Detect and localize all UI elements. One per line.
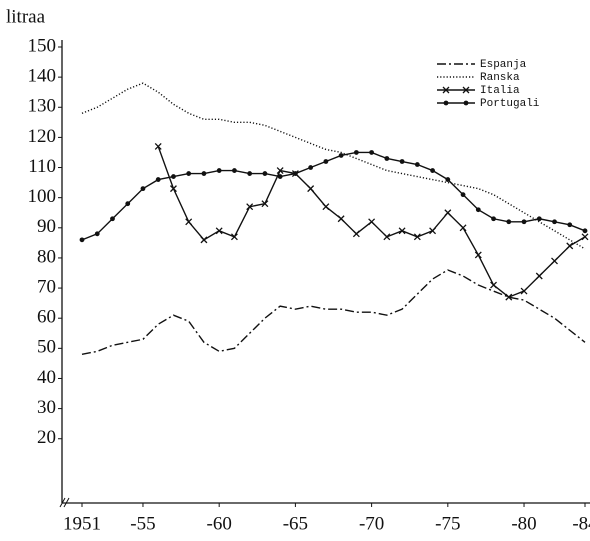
x-tick-label: -84	[572, 513, 590, 534]
point-marker	[352, 230, 360, 238]
point-marker	[94, 231, 100, 237]
point-marker	[442, 86, 450, 94]
point-marker	[155, 177, 161, 182]
point-marker	[110, 216, 115, 222]
point-marker	[322, 203, 330, 211]
x-tick-label: -65	[283, 513, 308, 534]
point-marker	[490, 281, 498, 289]
point-marker	[169, 185, 177, 193]
point-marker	[567, 222, 573, 228]
point-marker	[444, 209, 452, 217]
y-tick-label: 70	[37, 276, 56, 297]
point-marker	[338, 153, 344, 158]
y-tick-label: 50	[37, 337, 56, 358]
point-marker	[246, 203, 254, 211]
point-marker	[277, 174, 283, 179]
point-marker	[125, 201, 131, 207]
point-marker	[262, 171, 268, 176]
point-marker	[276, 167, 284, 175]
point-marker	[292, 171, 298, 176]
point-marker	[475, 207, 481, 213]
point-marker	[414, 162, 420, 167]
y-tick-label: 140	[28, 65, 57, 86]
point-marker	[582, 228, 588, 234]
point-marker	[536, 216, 542, 222]
y-tick-label: 120	[28, 126, 57, 147]
y-tick-label: 130	[28, 96, 57, 117]
point-marker	[200, 236, 208, 244]
y-tick-label: 30	[37, 397, 56, 418]
point-marker	[463, 100, 469, 106]
point-marker	[368, 218, 376, 226]
point-marker	[429, 227, 437, 235]
point-marker	[552, 219, 557, 225]
point-marker	[460, 192, 466, 198]
point-marker	[520, 287, 528, 295]
y-tick-label: 60	[37, 307, 56, 328]
point-marker	[445, 177, 451, 182]
legend-label: Espanja	[480, 59, 527, 71]
point-marker	[383, 233, 391, 241]
point-marker	[216, 168, 222, 173]
series-line	[81, 269, 586, 356]
point-marker	[353, 150, 359, 155]
point-marker	[566, 242, 574, 250]
y-tick-label: 80	[37, 246, 56, 267]
point-marker	[247, 171, 253, 176]
y-tick-label: 150	[28, 35, 57, 56]
x-tick-label: -80	[511, 513, 536, 534]
y-tick-label: 110	[28, 156, 56, 177]
point-marker	[201, 171, 207, 176]
y-tick-label: 100	[28, 186, 57, 207]
x-tick-label: -60	[207, 513, 232, 534]
point-marker	[505, 293, 513, 301]
point-marker	[581, 233, 589, 241]
point-marker	[323, 159, 329, 164]
point-marker	[369, 150, 375, 155]
point-marker	[186, 171, 192, 176]
point-marker	[154, 142, 162, 150]
x-tick-label: -55	[130, 513, 155, 534]
point-marker	[384, 156, 390, 161]
point-marker	[491, 216, 496, 222]
point-marker	[474, 251, 482, 259]
point-marker	[140, 186, 146, 192]
point-marker	[185, 218, 193, 226]
series-line	[81, 151, 586, 241]
axis-break	[59, 497, 66, 508]
y-tick-label: 40	[37, 367, 56, 388]
point-marker	[413, 233, 421, 241]
point-marker	[443, 100, 449, 106]
point-marker	[521, 219, 527, 225]
point-marker	[261, 200, 269, 208]
point-marker	[232, 168, 237, 173]
legend-label: Ranska	[480, 72, 520, 84]
point-marker	[215, 227, 223, 235]
point-marker	[399, 159, 405, 164]
legend-label: Italia	[480, 85, 520, 97]
x-tick-label: 1951	[63, 513, 101, 534]
x-tick-label: -75	[435, 513, 460, 534]
point-marker	[230, 233, 238, 241]
point-marker	[535, 272, 543, 280]
y-axis-label: litraa	[6, 6, 46, 27]
legend-label: Portugali	[480, 98, 540, 110]
point-marker	[462, 86, 470, 94]
y-tick-label: 20	[37, 427, 56, 448]
point-marker	[307, 185, 315, 193]
point-marker	[459, 224, 467, 232]
point-marker	[171, 174, 176, 179]
point-marker	[308, 165, 314, 170]
point-marker	[551, 257, 558, 265]
x-tick-label: -70	[359, 513, 384, 534]
point-marker	[398, 227, 406, 235]
point-marker	[506, 219, 512, 225]
axis-break	[63, 497, 70, 508]
point-marker	[430, 168, 435, 173]
y-tick-label: 90	[37, 216, 56, 237]
point-marker	[337, 215, 345, 223]
point-marker	[79, 237, 85, 243]
